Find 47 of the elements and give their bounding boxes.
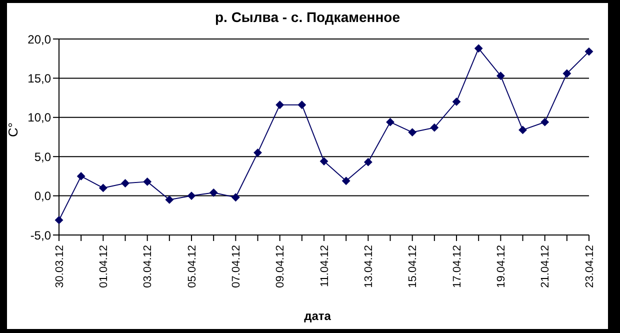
x-tick-label: 09.04.12	[274, 245, 287, 288]
point	[188, 192, 196, 200]
point	[254, 148, 262, 157]
point	[320, 157, 328, 166]
x-tick-label: 21.04.12	[540, 245, 552, 288]
point	[99, 184, 108, 192]
y-tick-label: 0,0	[34, 189, 52, 204]
point	[364, 158, 372, 166]
point	[408, 128, 416, 136]
point	[276, 100, 284, 109]
y-tick-label: 15,0	[28, 71, 52, 86]
x-tick-label: 07.04.12	[230, 245, 242, 288]
x-tick-label: 03.04.12	[142, 245, 154, 288]
point	[540, 118, 549, 126]
x-tick-label: 01.04.12	[98, 245, 110, 288]
x-tick-label: 13.04.12	[362, 245, 375, 288]
point	[165, 196, 174, 204]
point	[210, 188, 218, 197]
point	[143, 178, 152, 186]
point	[121, 179, 130, 188]
x-tick-label: 23.04.12	[584, 245, 596, 288]
point	[232, 193, 240, 202]
point	[386, 118, 394, 126]
point	[518, 126, 527, 134]
chart-title: р. Сылва - с. Подкаменное	[214, 9, 401, 25]
x-tick-label: 30.03.12	[54, 245, 66, 288]
point	[77, 172, 86, 180]
point	[474, 44, 483, 52]
point	[452, 98, 460, 106]
y-tick-label: -5,0	[30, 228, 52, 242]
point	[298, 100, 306, 109]
point	[55, 216, 63, 224]
point	[496, 72, 505, 80]
x-tick-label: 19.04.12	[495, 245, 508, 288]
y-tick-label: 10,0	[28, 110, 52, 125]
point	[430, 124, 438, 132]
x-tick-label: 17.04.12	[451, 245, 464, 288]
y-tick-label: 20,0	[28, 32, 52, 46]
x-tick-label: 11.04.12	[318, 245, 331, 288]
y-axis-title: С°	[6, 122, 21, 137]
x-axis-title: дата	[303, 309, 332, 323]
point	[562, 69, 571, 78]
y-tick-label: 5,0	[34, 150, 52, 164]
x-tick-label: 05.04.12	[186, 245, 198, 288]
point	[585, 48, 593, 56]
x-tick-label: 15.04.12	[407, 245, 420, 288]
point	[342, 176, 350, 185]
